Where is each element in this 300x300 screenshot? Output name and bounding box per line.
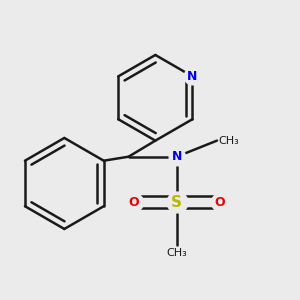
Text: CH₃: CH₃ <box>167 248 187 258</box>
Text: N: N <box>187 70 198 83</box>
Text: O: O <box>214 196 225 209</box>
Text: S: S <box>171 195 182 210</box>
Text: CH₃: CH₃ <box>218 136 239 146</box>
Text: N: N <box>172 150 182 163</box>
Text: O: O <box>129 196 139 209</box>
